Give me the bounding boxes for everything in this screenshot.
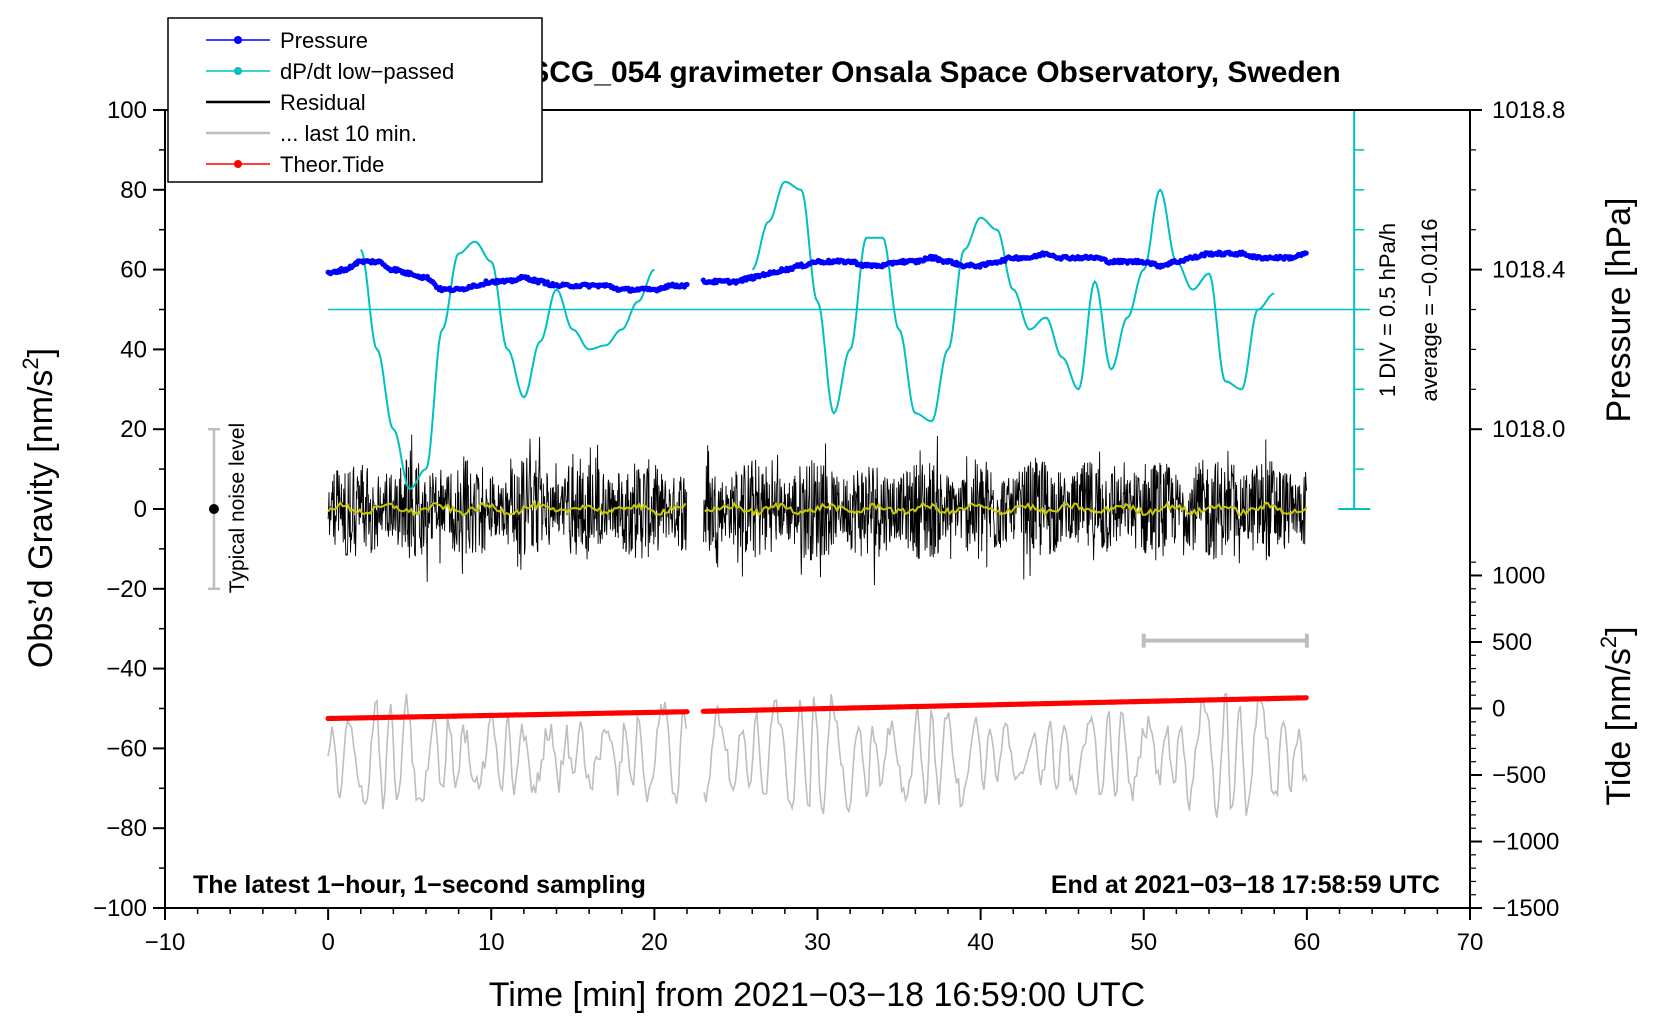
legend-label: Pressure	[280, 28, 368, 53]
x-tick-label: 20	[641, 929, 668, 956]
y-axis-title-tide-close: ]	[1600, 626, 1638, 635]
tide-tick-label: −1000	[1492, 829, 1559, 856]
dpdt-line-segment-2	[751, 180, 1275, 423]
x-tick-label: 60	[1294, 929, 1321, 956]
x-tick-label: 0	[321, 929, 334, 956]
x-tick-label: 30	[804, 929, 831, 956]
tide-tick-label: 1000	[1492, 562, 1545, 589]
y-axis-title-tide-sup: 2	[1596, 636, 1621, 648]
y-axis-title-gravity-main: Obs’d Gravity [nm/s	[22, 370, 60, 669]
pressure-tick-label: 1018.4	[1492, 257, 1565, 284]
legend-marker	[234, 67, 242, 75]
pressure-tick-label: 1018.8	[1492, 97, 1565, 124]
y-tick-label: −100	[93, 895, 147, 922]
last10-trace	[327, 692, 1308, 818]
y-axis-title-tide: Tide [nm/s2]	[1596, 626, 1638, 805]
residual-smoothed-trace	[327, 500, 1308, 518]
y-tick-label: −80	[106, 815, 147, 842]
legend-label: Theor.Tide	[280, 152, 384, 177]
y-tick-label: 60	[120, 257, 147, 284]
noise-bar-center	[208, 504, 219, 514]
tide-point	[684, 709, 690, 715]
tide-tick-label: 500	[1492, 629, 1532, 656]
x-tick-label: 10	[478, 929, 505, 956]
dpdt-scale-label: 1 DIV = 0.5 hPa/h	[1375, 223, 1400, 397]
legend: Pressure dP/dt low−passed Residual ... last…	[167, 17, 543, 183]
dpdt-average-label: average = −0.0116	[1417, 218, 1442, 401]
legend-box	[167, 17, 543, 183]
axes-layer: −10 0 10 20 30 40 50 60 70−100−80−60−40−20020406…	[93, 97, 1565, 956]
x-tick-label: −10	[145, 929, 186, 956]
tide-tick-label: 0	[1492, 696, 1505, 723]
y-axis-title-gravity-close: ]	[22, 348, 60, 357]
y-tick-label: −40	[106, 656, 147, 683]
dpdt-line-segment-1	[359, 240, 655, 491]
y-tick-label: −20	[106, 576, 147, 603]
y-tick-label: 100	[107, 97, 147, 124]
y-tick-label: 20	[120, 416, 147, 443]
legend-label: Residual	[280, 90, 366, 115]
y-axis-title-pressure: Pressure [hPa]	[1600, 198, 1638, 423]
tide-tick-label: −500	[1492, 762, 1546, 789]
pressure-tick-label: 1018.0	[1492, 416, 1565, 443]
y-tick-label: 40	[120, 336, 147, 363]
legend-label: ... last 10 min.	[280, 121, 417, 146]
x-axis-title: Time [min] from 2021−03−18 16:59:00 UTC	[489, 976, 1145, 1014]
y-tick-label: 80	[120, 177, 147, 204]
x-tick-label: 50	[1130, 929, 1157, 956]
legend-marker	[234, 36, 242, 44]
y-tick-label: 0	[134, 496, 147, 523]
x-tick-label: 70	[1457, 929, 1484, 956]
plot-data-layer	[207, 109, 1371, 818]
y-tick-label: −60	[106, 735, 147, 762]
y-axis-title-tide-main: Tide [nm/s	[1600, 648, 1638, 805]
residual-trace	[327, 434, 1307, 586]
y-axis-title-gravity-sup: 2	[18, 357, 43, 369]
tide-tick-label: −1500	[1492, 895, 1559, 922]
chart-title: SCG_054 gravimeter Onsala Space Observat…	[529, 56, 1341, 89]
annotation-end-time: End at 2021−03−18 17:58:59 UTC	[1051, 871, 1440, 899]
legend-label: dP/dt low−passed	[280, 59, 454, 84]
x-tick-label: 40	[967, 929, 994, 956]
y-axis-title-gravity: Obs’d Gravity [nm/s2]	[18, 348, 60, 668]
tide-point	[1303, 695, 1309, 701]
legend-marker	[234, 160, 242, 168]
pressure-point	[1303, 250, 1309, 256]
pressure-point	[684, 281, 690, 288]
annotation-latest-hour: The latest 1−hour, 1−second sampling	[193, 871, 646, 899]
noise-level-label: Typical noise level	[226, 423, 249, 593]
